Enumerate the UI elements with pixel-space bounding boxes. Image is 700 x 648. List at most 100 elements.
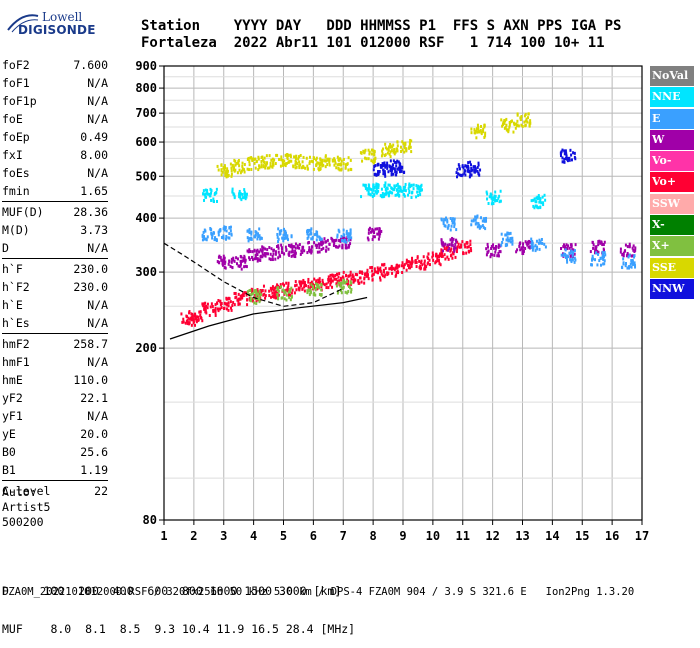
data-point [257,155,260,159]
data-point [365,274,368,278]
data-point [187,322,190,326]
data-point [253,301,256,305]
data-point [497,246,500,250]
data-point [346,291,349,295]
data-point [243,195,246,199]
data-point [498,194,501,198]
legend-item: NNE [650,87,694,108]
data-point [401,270,404,274]
data-point [399,145,402,149]
data-point [631,260,634,264]
data-point [508,125,511,129]
data-point [293,155,296,159]
data-point [451,243,454,247]
data-point [533,206,536,210]
data-point [369,187,372,191]
param-row: foEs N/A [2,164,108,182]
data-point [351,275,354,279]
data-point [564,149,567,153]
data-point [406,260,409,264]
data-point [262,164,265,168]
data-point [477,222,480,226]
data-point [306,289,309,293]
data-point [567,255,570,259]
data-point [463,171,466,175]
data-point [564,246,567,250]
data-point [312,157,315,161]
data-point [205,311,208,315]
data-point [367,192,370,196]
data-point [594,248,597,252]
data-point [300,280,303,284]
data-point [594,258,597,262]
data-point [260,165,263,169]
data-point [186,318,189,322]
data-point [227,297,230,301]
data-point [384,174,387,178]
data-point [501,240,504,244]
data-point [397,160,400,164]
data-point [298,166,301,170]
data-point [389,144,392,148]
data-point [350,290,353,294]
data-point [331,239,334,243]
data-point [476,215,479,219]
data-point [274,286,277,290]
virtual-height-curve [169,296,368,340]
data-point [261,288,264,292]
data-point [522,242,525,246]
data-point [474,165,477,169]
data-point [500,232,503,236]
data-point [334,161,337,165]
data-point [236,257,239,261]
data-point [277,237,280,241]
data-point [491,253,494,257]
data-point [238,189,241,193]
data-point [329,273,332,277]
data-point [462,252,465,256]
data-point [346,282,349,286]
data-point [294,280,297,284]
data-point [386,151,389,155]
data-point [566,247,569,251]
data-point [412,187,415,191]
x-tick-label: 6 [310,529,317,543]
data-point [480,216,483,220]
data-point [364,184,367,188]
file-info-footer: FZA0M_2022101012000.RSF / 320fx256h 50 k… [2,586,635,598]
data-point [474,215,477,219]
data-point [443,253,446,257]
data-point [220,173,223,177]
param-name: foEs [2,166,30,180]
data-point [221,261,224,265]
data-point [194,323,197,327]
data-point [284,236,287,240]
data-point [289,290,292,294]
data-point [286,153,289,157]
data-point [241,161,244,165]
data-point [255,230,258,234]
y-tick-label: 500 [135,169,157,183]
data-point [531,248,534,252]
data-point [559,151,562,155]
data-point [505,243,508,247]
data-point [273,291,276,295]
data-point [393,268,396,272]
data-point [264,296,267,300]
data-point [276,245,279,249]
data-point [378,170,381,174]
data-point [489,192,492,196]
x-tick-label: 9 [399,529,406,543]
data-point [259,255,262,259]
data-point [400,189,403,193]
data-point [248,237,251,241]
data-point [276,283,279,287]
data-point [246,298,249,302]
data-point [407,260,410,264]
data-point [223,164,226,168]
data-point [349,270,352,274]
data-point [528,239,531,243]
data-point [494,250,497,254]
data-point [286,286,289,290]
data-point [328,157,331,161]
